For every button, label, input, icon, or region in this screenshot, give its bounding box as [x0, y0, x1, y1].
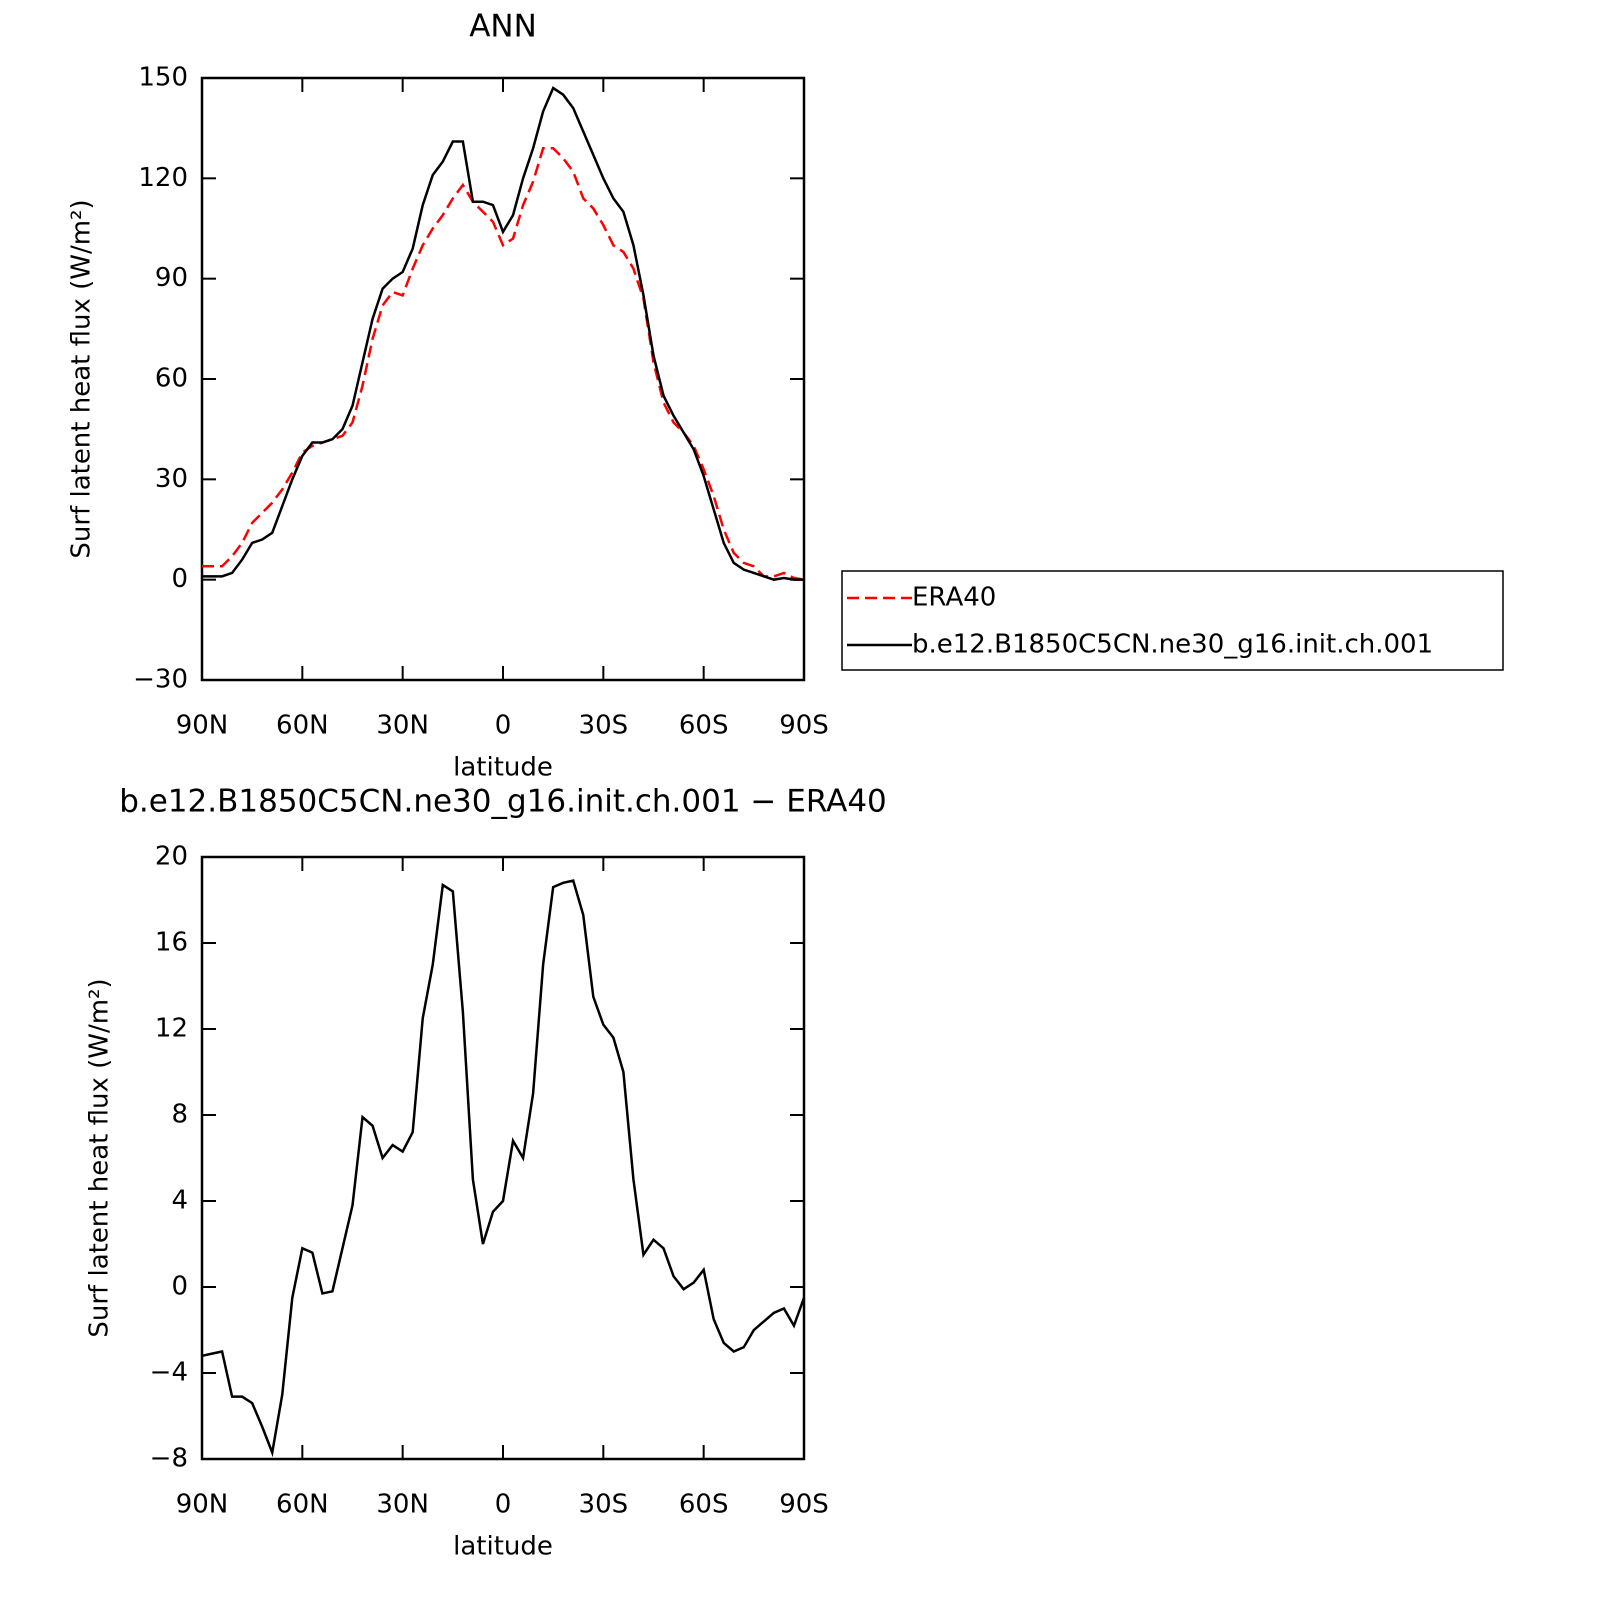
- y-tick-label: 20: [155, 842, 188, 872]
- y-tick-label: 16: [155, 928, 188, 958]
- plot-frame: [200, 76, 806, 682]
- y-tick-label: 0: [171, 564, 188, 594]
- legend-label: ERA40: [912, 583, 996, 613]
- x-tick-label: 30S: [579, 1490, 629, 1520]
- y-tick-label: −4: [150, 1358, 188, 1388]
- legend-box: [841, 570, 1504, 671]
- y-tick-label: 60: [155, 364, 188, 394]
- y-tick-label: 0: [171, 1272, 188, 1302]
- x-tick-label: 90N: [176, 711, 229, 741]
- data-line: [202, 86, 804, 581]
- x-tick-label: 0: [495, 711, 512, 741]
- x-tick-label: 60N: [276, 711, 329, 741]
- x-tick-label: 30N: [376, 1490, 429, 1520]
- x-tick-label: 30S: [579, 711, 629, 741]
- y-tick-label: 12: [155, 1014, 188, 1044]
- y-tick-label: 8: [171, 1100, 188, 1130]
- y-axis-label: Surf latent heat flux (W/m²): [67, 199, 97, 558]
- y-tick-label: 90: [155, 263, 188, 293]
- legend-label: b.e12.B1850C5CN.ne30_g16.init.ch.001: [912, 630, 1433, 660]
- x-tick-label: 0: [495, 1490, 512, 1520]
- y-axis-label: Surf latent heat flux (W/m²): [85, 978, 115, 1337]
- x-tick-label: 90S: [779, 1490, 829, 1520]
- x-tick-label: 60S: [679, 1490, 729, 1520]
- data-line: [202, 146, 805, 581]
- x-tick-label: 30N: [376, 711, 429, 741]
- x-axis-label: latitude: [453, 1532, 553, 1562]
- y-tick-label: 30: [155, 464, 188, 494]
- x-tick-label: 90S: [779, 711, 829, 741]
- x-tick-label: 60S: [679, 711, 729, 741]
- chart-title: ANN: [469, 9, 537, 45]
- y-tick-label: −30: [133, 665, 188, 695]
- y-tick-label: 150: [138, 63, 188, 93]
- y-tick-label: −8: [150, 1444, 188, 1474]
- x-tick-label: 60N: [276, 1490, 329, 1520]
- x-tick-label: 90N: [176, 1490, 229, 1520]
- x-axis-label: latitude: [453, 753, 553, 783]
- data-line: [201, 879, 806, 1458]
- plot-frame: [200, 855, 806, 1461]
- y-tick-label: 120: [138, 163, 188, 193]
- y-tick-label: 4: [171, 1186, 188, 1216]
- chart-title: b.e12.B1850C5CN.ne30_g16.init.ch.001 − E…: [119, 784, 887, 820]
